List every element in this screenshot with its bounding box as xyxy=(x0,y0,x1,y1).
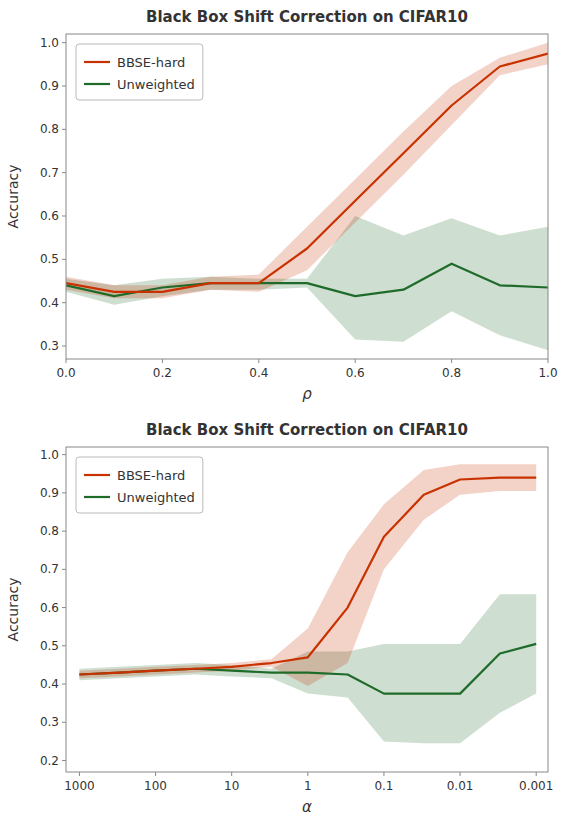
x-tick-label: 1 xyxy=(304,779,312,793)
x-tick xyxy=(383,772,384,776)
x-tick xyxy=(355,359,356,363)
series-line xyxy=(66,54,548,292)
x-tick xyxy=(231,772,232,776)
y-tick-label: 0.4 xyxy=(40,677,59,691)
x-tick xyxy=(548,359,549,363)
legend-box xyxy=(76,457,203,513)
legend-swatch xyxy=(84,496,110,498)
y-tick xyxy=(62,760,66,761)
y-tick-label: 1.0 xyxy=(40,36,59,50)
x-tick-label: 0.01 xyxy=(447,779,474,793)
panel: Black Box Shift Correction on CIFAR10100… xyxy=(5,421,553,816)
y-tick xyxy=(62,86,66,87)
y-tick xyxy=(62,346,66,347)
y-tick-label: 0.8 xyxy=(40,524,59,538)
y-tick xyxy=(62,129,66,130)
legend-label: BBSE-hard xyxy=(117,468,185,483)
x-axis-label: α xyxy=(302,798,312,816)
y-tick xyxy=(62,684,66,685)
x-tick-label: 0.6 xyxy=(346,366,365,380)
x-tick-label: 0.8 xyxy=(442,366,461,380)
legend-swatch xyxy=(84,61,110,63)
y-tick-label: 0.6 xyxy=(40,209,59,223)
x-tick-label: 0.4 xyxy=(249,366,268,380)
y-tick xyxy=(62,722,66,723)
legend: BBSE-hard Unweighted xyxy=(76,457,203,513)
legend: BBSE-hard Unweighted xyxy=(76,44,203,100)
plot-frame xyxy=(66,447,548,772)
x-tick xyxy=(258,359,259,363)
x-tick-label: 0.1 xyxy=(374,779,393,793)
figure: Black Box Shift Correction on CIFAR10 0.0… xyxy=(0,0,562,826)
y-tick xyxy=(62,607,66,608)
x-tick xyxy=(66,359,67,363)
x-tick xyxy=(79,772,80,776)
band xyxy=(79,464,536,686)
y-tick-label: 0.7 xyxy=(40,166,59,180)
x-axis-label: ρ xyxy=(302,385,312,403)
y-tick xyxy=(62,531,66,532)
y-tick-label: 0.2 xyxy=(40,754,59,768)
panel: Black Box Shift Correction on CIFAR10 0.0… xyxy=(5,8,558,403)
y-tick xyxy=(62,569,66,570)
title: Black Box Shift Correction on CIFAR10 xyxy=(146,421,468,439)
y-tick-label: 0.8 xyxy=(40,122,59,136)
page: {"chart_data": [ {"type": "line", "title… xyxy=(0,0,562,826)
series-line xyxy=(79,644,536,694)
x-tick xyxy=(307,772,308,776)
legend-label: Unweighted xyxy=(117,77,195,92)
y-tick xyxy=(62,216,66,217)
y-tick-label: 0.5 xyxy=(40,252,59,266)
legend-swatch xyxy=(84,83,110,85)
legend-box xyxy=(76,44,203,100)
y-tick-label: 0.4 xyxy=(40,296,59,310)
x-tick-label: 1000 xyxy=(64,779,95,793)
y-axis-label: Accuracy xyxy=(5,165,21,229)
y-tick-label: 0.3 xyxy=(40,339,59,353)
x-tick-label: 0.001 xyxy=(519,779,553,793)
x-tick xyxy=(460,772,461,776)
y-tick xyxy=(62,172,66,173)
y-tick xyxy=(62,645,66,646)
legend-label: BBSE-hard xyxy=(117,55,185,70)
y-tick-label: 0.5 xyxy=(40,639,59,653)
plot-frame xyxy=(66,34,548,359)
y-tick xyxy=(62,42,66,43)
legend-swatch xyxy=(84,474,110,476)
y-tick-label: 0.3 xyxy=(40,715,59,729)
x-tick xyxy=(536,772,537,776)
plot-area xyxy=(66,43,548,351)
y-tick-label: 0.9 xyxy=(40,486,59,500)
y-tick-label: 0.9 xyxy=(40,79,59,93)
x-tick xyxy=(155,772,156,776)
y-tick xyxy=(62,259,66,260)
x-tick-label: 100 xyxy=(144,779,167,793)
title: Black Box Shift Correction on CIFAR10 xyxy=(146,8,468,26)
x-tick xyxy=(451,359,452,363)
y-tick xyxy=(62,492,66,493)
legend-label: Unweighted xyxy=(117,490,195,505)
y-tick-label: 0.6 xyxy=(40,601,59,615)
y-axis-label: Accuracy xyxy=(5,578,21,642)
y-tick xyxy=(62,454,66,455)
x-tick-label: 1.0 xyxy=(538,366,557,380)
y-tick-label: 0.7 xyxy=(40,562,59,576)
y-tick xyxy=(62,302,66,303)
x-tick-label: 10 xyxy=(224,779,239,793)
x-tick-label: 0.0 xyxy=(56,366,75,380)
y-tick-label: 1.0 xyxy=(40,448,59,462)
x-tick xyxy=(162,359,163,363)
x-tick-label: 0.2 xyxy=(153,366,172,380)
band xyxy=(66,43,548,299)
